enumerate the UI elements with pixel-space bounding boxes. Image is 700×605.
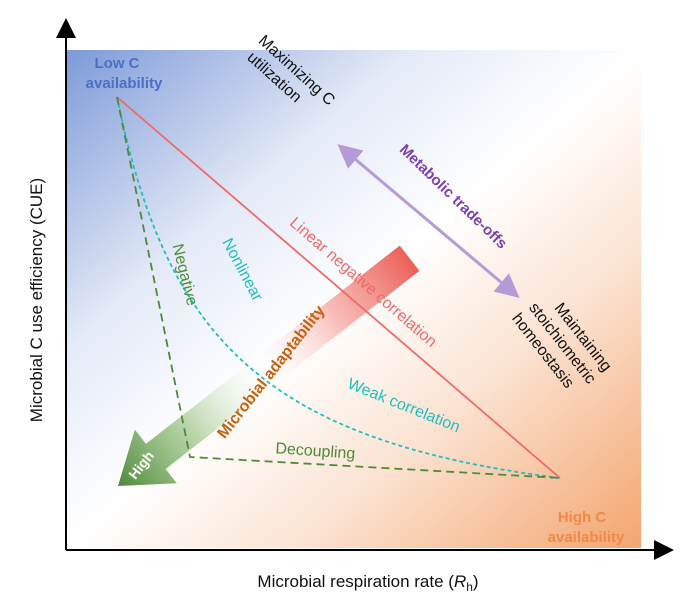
x-axis-label: Microbial respiration rate (Rh) xyxy=(257,572,478,594)
y-axis-label: Microbial C use efficiency (CUE) xyxy=(27,178,46,422)
tradeoff-arrow xyxy=(337,144,520,298)
negative-decoupling-line xyxy=(116,96,561,479)
nonlinear-curve xyxy=(116,96,561,479)
adaptability-arrow xyxy=(118,245,420,486)
decoupling-label: Decoupling xyxy=(275,440,356,463)
